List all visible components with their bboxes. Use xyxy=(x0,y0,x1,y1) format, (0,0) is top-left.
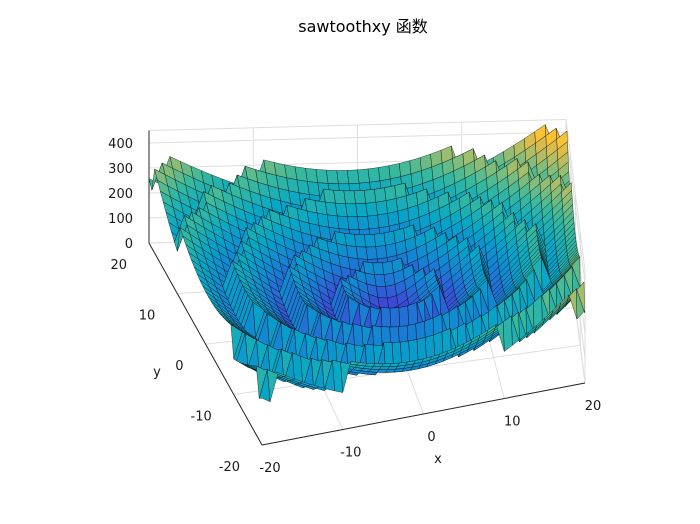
z-tick-label: 200 xyxy=(108,187,133,202)
surface-patch xyxy=(345,203,358,217)
z-tick-label: 300 xyxy=(108,162,133,177)
surface-patch xyxy=(385,198,398,214)
surface-patch xyxy=(365,202,378,217)
surface-patch xyxy=(367,167,381,183)
y-axis-label: y xyxy=(153,365,161,380)
surface-patch xyxy=(374,274,386,287)
surface-patch xyxy=(378,165,391,182)
surface-patch xyxy=(343,190,356,204)
surface-patch xyxy=(367,214,380,230)
surface-patch xyxy=(385,243,397,258)
surface-patch xyxy=(373,232,386,247)
surface-patch xyxy=(387,211,400,227)
y-axis-line xyxy=(148,242,263,446)
y-tick-label: -20 xyxy=(219,460,240,475)
surface-patch xyxy=(374,187,387,203)
x-tick-label: 20 xyxy=(585,399,602,414)
surface-patch xyxy=(377,213,390,229)
chart-title: sawtoothxy 函数 xyxy=(298,17,428,36)
surface-patch xyxy=(503,315,513,352)
z-tick-label: 0 xyxy=(125,237,133,252)
surface-patch xyxy=(375,200,388,216)
surface-patch xyxy=(258,369,271,402)
surface-patch xyxy=(384,185,397,201)
surface-patch xyxy=(357,216,370,230)
surface-patch xyxy=(347,216,360,230)
surface-layer xyxy=(148,124,586,402)
x-tick-label: -20 xyxy=(259,461,280,476)
surface-patch xyxy=(363,189,377,204)
surface-patch xyxy=(326,169,339,185)
z-tick-label: 100 xyxy=(108,212,133,227)
x-axis-line xyxy=(261,382,586,446)
surface-patch xyxy=(388,163,401,180)
surface-patch xyxy=(357,168,370,184)
axis-layer xyxy=(148,130,586,446)
x-axis-label: x xyxy=(434,452,442,467)
x-tick-label: -10 xyxy=(340,446,361,461)
y-tick-label: 0 xyxy=(175,359,183,374)
surface-patch xyxy=(363,234,376,248)
surface-patch xyxy=(383,230,396,246)
surface-patch xyxy=(375,245,388,260)
y-tick-label: 20 xyxy=(110,258,127,273)
y-tick-label: -10 xyxy=(191,410,212,425)
surface-patch xyxy=(365,246,378,260)
x-tick-label: 0 xyxy=(427,430,435,445)
surface-patch xyxy=(346,169,360,184)
surface-patch xyxy=(336,170,349,184)
surface-patch xyxy=(355,203,368,217)
surface-patch xyxy=(372,262,385,275)
y-tick-label: 10 xyxy=(139,309,156,324)
z-tick-label: 400 xyxy=(108,137,133,152)
surface-patch xyxy=(383,272,396,287)
surface-patch xyxy=(382,260,394,275)
x-tick-label: 10 xyxy=(504,415,521,430)
surface-patch xyxy=(353,190,366,205)
